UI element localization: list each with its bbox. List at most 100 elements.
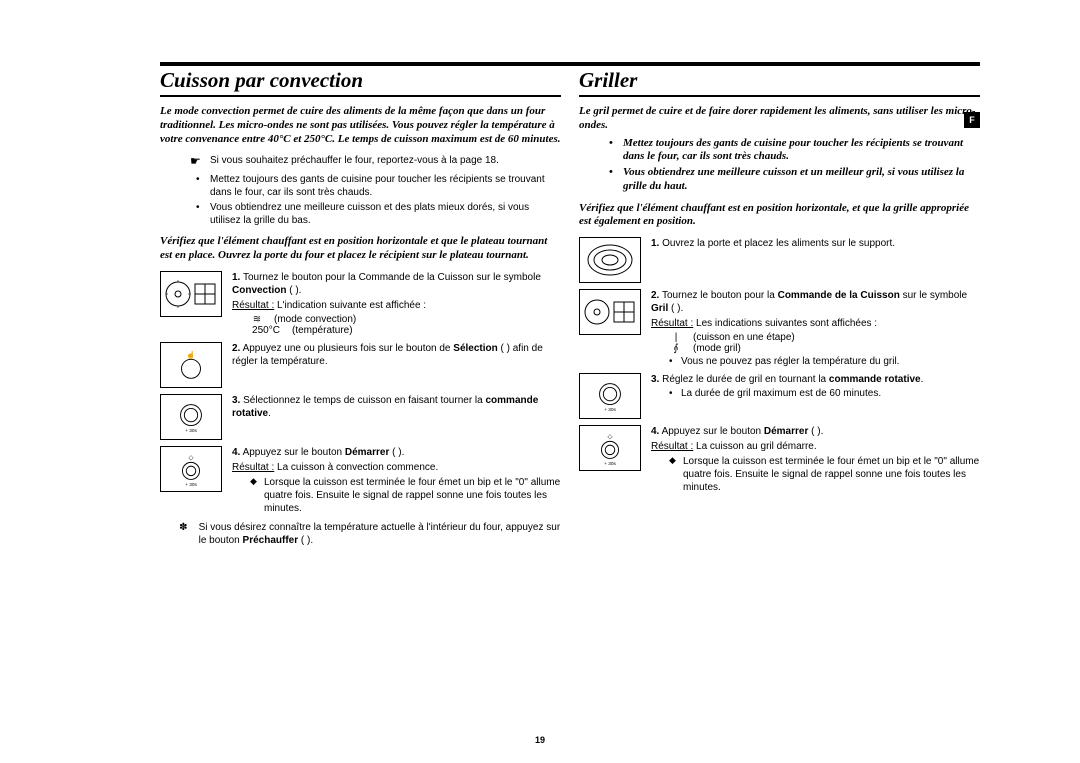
result-label: Résultat : [232, 300, 274, 311]
temp-note: Vous ne pouvez pas régler la température… [669, 356, 980, 367]
mode-icon: ⨙ [669, 343, 683, 354]
mode-icon: | [669, 332, 683, 343]
t: Tournez le bouton pour la Commande de la… [243, 272, 541, 283]
t: ( ). [298, 535, 313, 546]
t: sur le symbole [900, 290, 967, 301]
intro-bullet-1: Mettez toujours des gants de cuisine pou… [609, 137, 980, 165]
t: Appuyez sur le bouton [243, 447, 345, 458]
temp-value: 250°C [250, 325, 282, 336]
step-text: Tournez le bouton pour la Commande de la… [232, 272, 541, 296]
left-column: Cuisson par convection Le mode convectio… [160, 68, 561, 547]
section-title-grill: Griller [579, 68, 980, 97]
t: . [921, 374, 924, 385]
rotary-knob-icon: + 30s [160, 394, 222, 440]
t: Appuyez sur le bouton [662, 426, 764, 437]
step-number: 1. [651, 238, 659, 249]
t: Sélection [453, 343, 497, 354]
step-text: Appuyez sur le bouton Démarrer ( ). [662, 426, 824, 437]
result-label: Résultat : [651, 441, 693, 452]
top-rule [160, 62, 980, 66]
tip-1: Mettez toujours des gants de cuisine pou… [196, 173, 561, 199]
svg-text:+ 30s: + 30s [185, 428, 197, 434]
footnote-icon: ✽ [178, 521, 189, 547]
t: Démarrer [345, 447, 389, 458]
result-label: Résultat : [232, 462, 274, 473]
svg-text:+ 30s: + 30s [185, 482, 197, 488]
page-columns: Cuisson par convection Le mode convectio… [160, 68, 980, 547]
step-3-left: + 30s 3. Sélectionnez le temps de cuisso… [160, 394, 561, 440]
step-text: Appuyez sur le bouton Démarrer ( ). [243, 447, 405, 458]
result-text: L'indication suivante est affichée : [274, 300, 426, 311]
svg-text:◇: ◇ [607, 434, 613, 441]
preheat-note-list: Si vous souhaitez préchauffer le four, r… [196, 154, 561, 167]
t: Réglez le durée de gril en tournant la [662, 374, 829, 385]
oven-cavity-icon [579, 237, 641, 283]
t: commande rotative [829, 374, 921, 385]
page-number: 19 [535, 735, 545, 745]
step-1-left: 1. Tournez le bouton pour la Commande de… [160, 271, 561, 336]
svg-text:+ 30s: + 30s [604, 461, 616, 467]
step-number: 2. [651, 290, 659, 301]
step-text: Sélectionnez le temps de cuisson en fais… [232, 395, 538, 419]
svg-text:+ 30s: + 30s [604, 407, 616, 413]
t: Tournez le bouton pour la [662, 290, 778, 301]
step-4-left: ◇ + 30s 4. Appuyez sur le bouton Démarrer… [160, 446, 561, 515]
control-panel-icon [160, 271, 222, 317]
check-note-left: Vérifiez que l'élément chauffant est en … [160, 235, 561, 263]
svg-text:◇: ◇ [188, 454, 194, 461]
t: Convection [232, 285, 286, 296]
footnote-left: ✽ Si vous désirez connaître la températu… [178, 521, 561, 547]
step-4-right: ◇ + 30s 4. Appuyez sur le bouton Démarrer… [579, 425, 980, 494]
step-number: 4. [651, 426, 659, 437]
t: (mode gril) [693, 343, 741, 354]
start-button-icon: ◇ + 30s [579, 425, 641, 471]
step-2-right: 2. Tournez le bouton pour la Commande de… [579, 289, 980, 367]
button-icon: ☝ [160, 342, 222, 388]
step-3-right: + 30s 3. Réglez le durée de gril en tour… [579, 373, 980, 419]
right-column: Griller Le gril permet de cuire et de fa… [579, 68, 980, 547]
step-number: 3. [232, 395, 240, 406]
rotary-knob-icon: + 30s [579, 373, 641, 419]
result-text: Les indications suivantes sont affichées… [693, 318, 877, 329]
step-number: 4. [232, 447, 240, 458]
result-label: Résultat : [651, 318, 693, 329]
result-text: La cuisson à convection commence. [274, 462, 438, 473]
t: ( ). [668, 303, 683, 314]
t: Préchauffer [243, 535, 299, 546]
step-text: Ouvrez la porte et placez les aliments s… [662, 238, 895, 249]
t: . [268, 408, 271, 419]
t: (mode convection) [274, 314, 356, 325]
t: Commande de la Cuisson [778, 290, 900, 301]
intro-grill: Le gril permet de cuire et de faire dore… [579, 105, 980, 133]
result-text: La cuisson au gril démarre. [693, 441, 816, 452]
check-note-right: Vérifiez que l'élément chauffant est en … [579, 202, 980, 230]
language-badge: F [964, 112, 980, 128]
completion-note: Lorsque la cuisson est terminée le four … [669, 455, 980, 494]
intro-bullet-2: Vous obtiendrez une meilleure cuisson et… [609, 166, 980, 194]
intro-bullets-grill: Mettez toujours des gants de cuisine pou… [609, 137, 980, 194]
completion-note: Lorsque la cuisson est terminée le four … [250, 476, 561, 515]
mode-icon: ≋ [250, 314, 264, 325]
step-number: 1. [232, 272, 240, 283]
tip-2: Vous obtiendrez une meilleure cuisson et… [196, 201, 561, 227]
control-panel-icon [579, 289, 641, 335]
step-number: 3. [651, 374, 659, 385]
step-2-left: ☝ 2. Appuyez une ou plusieurs fois sur l… [160, 342, 561, 388]
preheat-note: Si vous souhaitez préchauffer le four, r… [196, 154, 561, 167]
step-text: Tournez le bouton pour la Commande de la… [651, 290, 967, 314]
svg-text:☝: ☝ [186, 349, 195, 359]
t: ( ). [389, 447, 404, 458]
intro-convection: Le mode convection permet de cuire des a… [160, 105, 561, 146]
t: Gril [651, 303, 668, 314]
step-1-right: 1. Ouvrez la porte et placez les aliment… [579, 237, 980, 283]
step-number: 2. [232, 343, 240, 354]
max-duration-note: La durée de gril maximum est de 60 minut… [669, 388, 980, 399]
t: ( ). [286, 285, 301, 296]
t: (température) [292, 325, 353, 336]
t: (cuisson en une étape) [693, 332, 795, 343]
section-title-convection: Cuisson par convection [160, 68, 561, 97]
t: Appuyez une ou plusieurs fois sur le bou… [243, 343, 454, 354]
start-button-icon: ◇ + 30s [160, 446, 222, 492]
t: Sélectionnez le temps de cuisson en fais… [243, 395, 485, 406]
t: ( ). [808, 426, 823, 437]
